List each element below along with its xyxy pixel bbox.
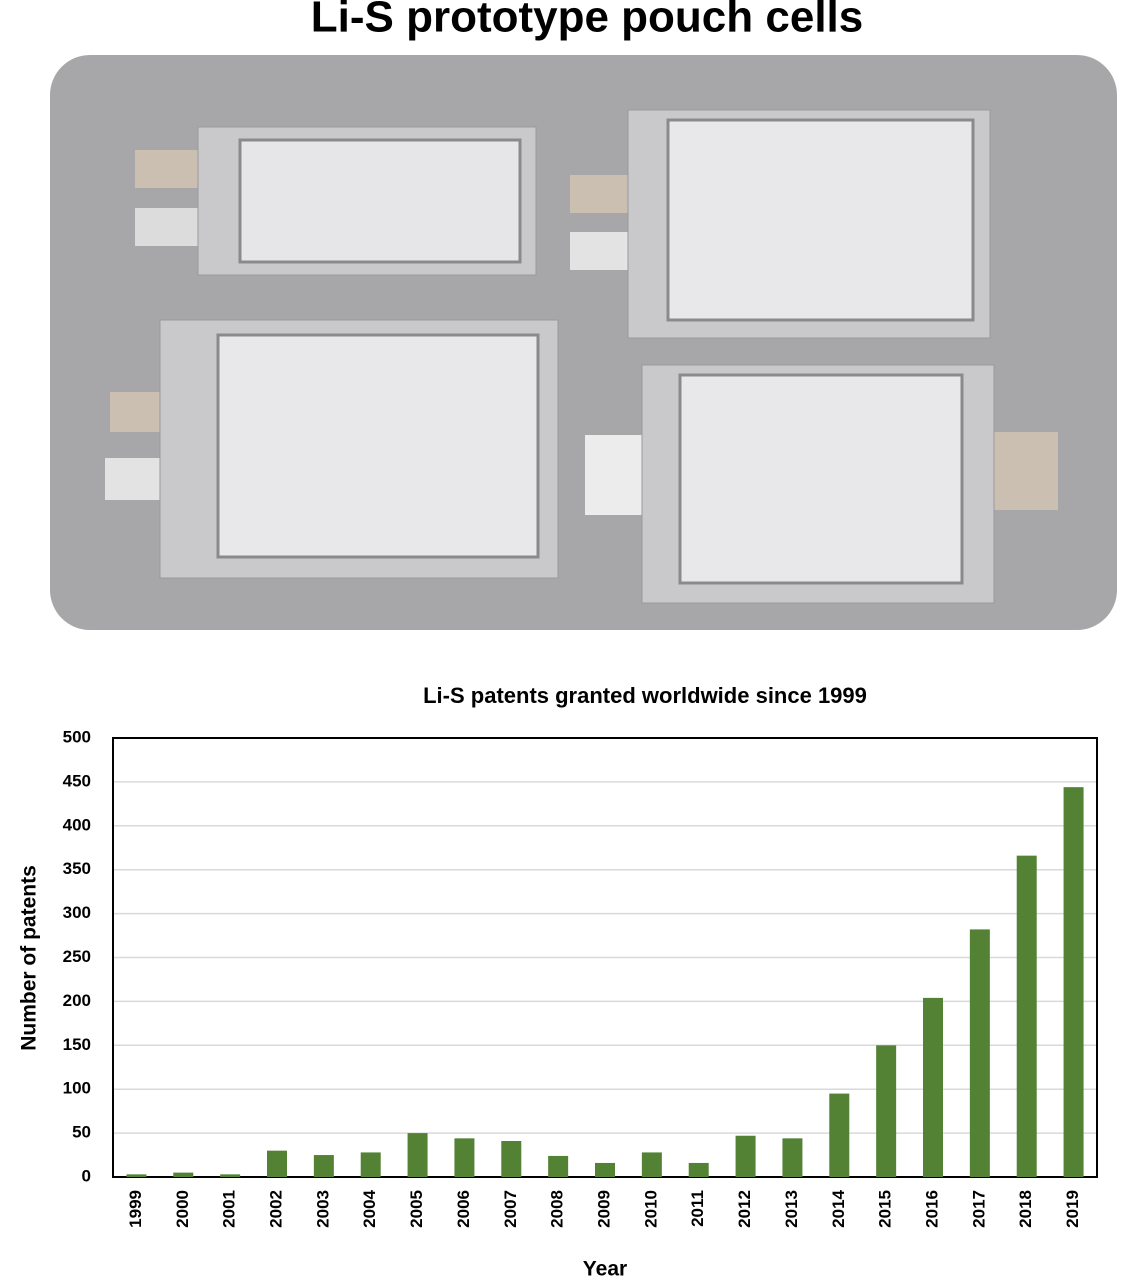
bar [548,1155,569,1177]
photo-title: Li-S prototype pouch cells [311,0,864,42]
y-tick-label: 500 [63,727,91,746]
y-tick-label: 350 [63,859,91,878]
x-tick-label: 2005 [407,1190,426,1228]
x-axis-label: Year [583,1258,627,1281]
x-tick-label: 2016 [922,1190,941,1228]
chart-title: Li-S patents granted worldwide since 199… [423,683,867,708]
y-tick-label: 50 [72,1123,91,1142]
bar [454,1138,475,1177]
x-tick-label: 2006 [454,1190,473,1228]
x-tick-label: 2009 [594,1190,613,1228]
bar [501,1141,522,1177]
x-tick-label: 2010 [641,1190,660,1228]
bar [360,1152,381,1177]
x-tick-label: 2017 [969,1190,988,1228]
x-tick-label: 2002 [266,1190,285,1228]
x-tick-label: 2019 [1063,1190,1082,1228]
bar [969,929,990,1177]
bar [595,1162,615,1177]
x-tick-label: 2013 [782,1190,801,1228]
x-tick-label: 2001 [220,1190,239,1228]
bar [829,1093,850,1177]
x-tick-label: 2012 [735,1190,754,1228]
bar [267,1150,287,1177]
x-tick-label: 2008 [548,1190,567,1228]
y-tick-label: 250 [63,947,91,966]
photo [50,55,1117,630]
x-tick-label: 1999 [126,1190,145,1228]
bar [313,1155,334,1177]
x-tick-label: 2007 [501,1190,520,1228]
bar [126,1174,147,1177]
bar [688,1162,709,1177]
x-tick-label: 2003 [313,1190,332,1228]
x-tick-label: 2000 [173,1190,192,1228]
bar [1016,855,1037,1177]
y-tick-label: 100 [63,1079,91,1098]
bar [876,1045,897,1177]
bar [173,1172,194,1177]
y-tick-label: 0 [82,1166,91,1185]
x-tick-label: 2014 [829,1189,848,1227]
y-tick-label: 150 [63,1035,91,1054]
bar [407,1133,428,1177]
bar [641,1152,662,1177]
y-tick-label: 300 [63,903,91,922]
y-tick-label: 400 [63,815,91,834]
x-tick-label: 2018 [1016,1190,1035,1228]
y-tick-label: 200 [63,991,91,1010]
bar [923,997,943,1177]
bar [782,1138,803,1177]
bar [735,1135,756,1177]
x-tick-label: 2015 [876,1190,895,1228]
x-tick-label: 2011 [688,1190,707,1227]
y-tick-label: 450 [63,771,91,790]
x-tick-label: 2004 [360,1189,379,1227]
bar [1063,787,1084,1177]
y-axis-label: Number of patents [18,865,41,1051]
bar [220,1174,241,1177]
